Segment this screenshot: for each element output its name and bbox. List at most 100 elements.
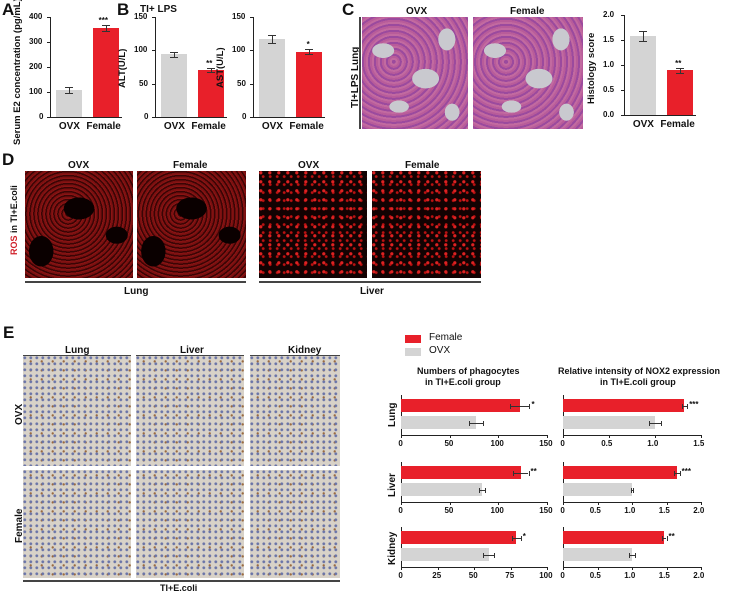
ihc-kidney-ovx [250,356,340,466]
y-tick [250,117,253,118]
error-cap [512,470,514,476]
ros-image-lung-ovx [25,171,133,278]
panel-d-lung-ovx: OVX [68,160,90,171]
x-tick [498,502,500,505]
y-axis-label: Histology score [586,32,597,104]
x-tick [547,435,548,438]
x-tick [632,502,633,505]
error-cap [102,31,111,33]
x-label-ovx: OVX [632,119,654,130]
panel-e-col-lung: Lung [65,345,90,356]
x-label-ovx: OVX [261,121,283,132]
x-tick [632,567,633,570]
he-stain-lung-ovx [362,17,468,129]
bar-ovx-liver [401,483,482,496]
x-tick-label: 25 [432,571,442,580]
error-cap [520,535,522,541]
x-tick-label: 1.0 [624,506,636,515]
error-cap [638,41,647,42]
error-bar [469,422,483,424]
y-axis [253,17,255,117]
error-bar [681,405,688,407]
chart-e2-title-line2: in TI+E.coli group [600,377,676,387]
lung-group-line [25,281,246,283]
y-tick [47,117,50,118]
group-label-kidney: Kidney [387,531,398,565]
x-tick [449,502,451,505]
error-cap [633,487,635,493]
x-tick [655,435,656,438]
error-cap [679,470,681,476]
ihc-lung-ovx [23,356,131,466]
y-tick [621,40,624,41]
x-tick-label: 0 [560,439,565,448]
bar-ovx-kidney [563,548,632,561]
bar-ovx-kidney [401,548,489,561]
y-tick [250,17,253,18]
error-bar [629,554,635,556]
y-tick [250,83,253,85]
error-cap [676,72,685,74]
x-tick-label: 0 [398,439,403,448]
x-axis [401,435,547,437]
error-bar [106,25,108,32]
x-label-female: Female [660,119,695,130]
y-tick-label: 50 [139,78,148,88]
y-tick-label: 200 [29,62,43,71]
x-tick [401,567,402,570]
legend-swatch-female [405,335,421,343]
significance-marker: * [306,40,310,49]
x-tick-label: 1.0 [647,439,659,448]
x-tick [563,502,564,505]
x-tick [437,567,439,570]
x-tick-label: 1.5 [658,506,670,515]
bar-female [93,28,120,117]
error-cap [510,403,511,409]
y-tick [152,50,155,52]
significance-marker: ** [675,58,682,68]
panel-c-divider [359,17,361,129]
y-tick [621,90,624,91]
y-axis [401,462,403,502]
x-tick [701,567,702,570]
x-tick [510,567,512,570]
error-bar [309,49,311,55]
panel-letter-d: D [2,150,15,169]
ros-label-rest: in TI+E.coli [9,185,19,236]
bar-ovx [629,36,656,115]
panel-b-title: TI+ LPS [140,4,177,15]
y-tick-label: 0.5 [603,85,615,94]
y-tick-label: 100 [29,87,43,96]
y-tick-label: 100 [232,45,246,55]
ihc-kidney-female [250,470,340,578]
chart-e1-title-line1: Numbers of phagocytes [417,366,520,376]
y-tick-label: 0.0 [603,110,615,119]
legend-label-female: Female [429,332,463,343]
y-tick [47,67,50,68]
x-tick-label: 0.5 [601,439,613,448]
panel-d-lung-female: Female [173,160,208,171]
x-label-female: Female [86,121,121,132]
x-tick [547,567,548,570]
bar-female-lung [563,399,685,412]
x-tick-label: 100 [490,439,504,448]
x-label-female: Female [289,121,324,132]
panel-e-top-line-3 [250,355,340,356]
x-tick [666,502,668,505]
error-cap [494,552,496,558]
error-cap [662,535,664,541]
error-bar [662,537,667,539]
panel-d-group-liver: Liver [360,286,384,297]
error-cap [305,54,314,56]
liver-group-line [259,281,481,283]
error-cap [674,470,676,476]
y-axis [401,527,403,567]
bar-female-lung [401,399,520,412]
x-tick-label: 50 [468,571,478,580]
x-tick [563,435,564,438]
y-axis [401,395,403,435]
ihc-liver-ovx [136,356,244,466]
x-tick [547,502,548,505]
error-cap [64,93,73,95]
y-tick [621,15,624,16]
